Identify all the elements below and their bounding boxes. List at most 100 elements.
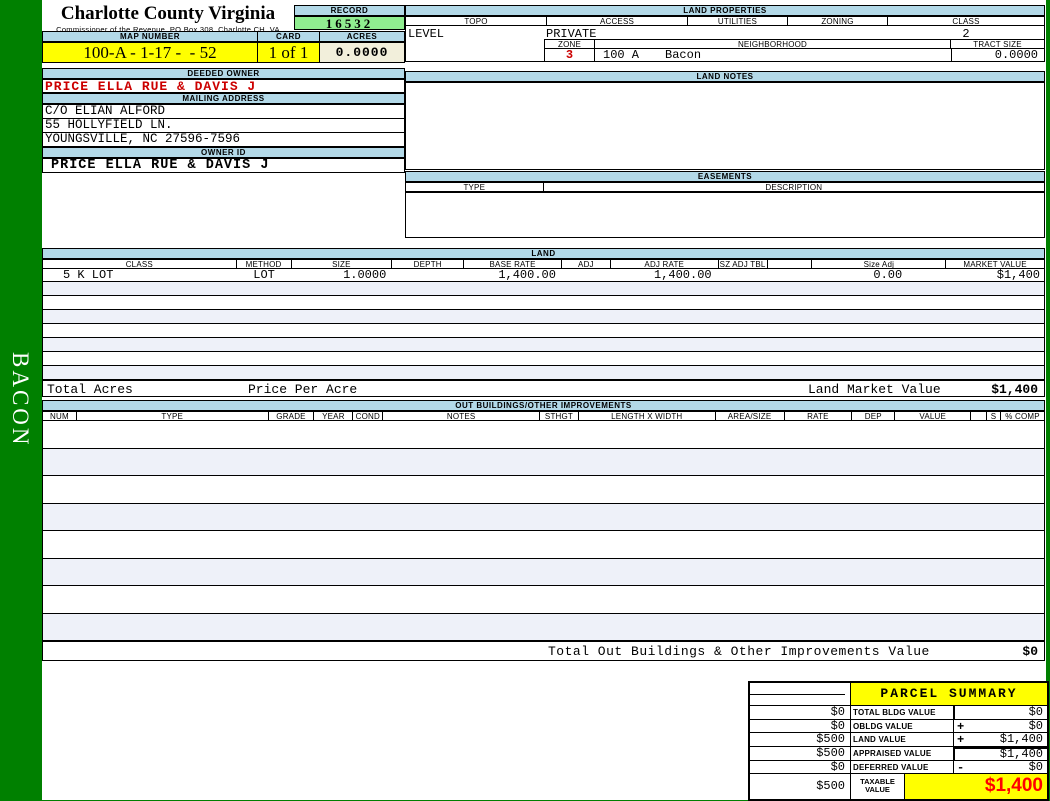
tract-size-label: TRACT SIZE <box>973 40 1022 48</box>
easement-description-label: DESCRIPTION <box>765 183 823 191</box>
ob-col-grade: GRADE <box>269 412 315 420</box>
ps-row-obldg: $0 OBLDG VALUE + $0 <box>750 719 1047 734</box>
district-name-vertical: BACON <box>8 352 33 448</box>
ps-row-deferred: $0 DEFERRED VALUE - $0 <box>750 760 1047 775</box>
ob-col-cond: COND <box>353 412 384 420</box>
acres-value: 0.0000 <box>319 42 405 63</box>
empty-row <box>43 324 1044 338</box>
zone-headers: ZONE NEIGHBORHOOD TRACT SIZE <box>544 39 1045 49</box>
land-col-method: METHOD <box>237 260 292 268</box>
mailing-address-label: MAILING ADDRESS <box>42 93 405 104</box>
empty-row <box>43 586 1044 614</box>
ps-row-taxable: $500 TAXABLE VALUE $1,400 <box>750 774 1047 799</box>
land-row-adj-rate: 1,400.00 <box>654 268 712 282</box>
land-row-blank <box>768 269 813 281</box>
record-value: 16532 <box>294 16 405 30</box>
total-acres-label: Total Acres <box>47 382 133 397</box>
land-row-size: 1.0000 <box>343 268 387 282</box>
ps-left-value: $500 <box>816 779 845 793</box>
land-row-adj <box>562 269 611 281</box>
land-col-market-value: MARKET VALUE <box>963 260 1027 268</box>
land-notes-box <box>405 82 1045 170</box>
access-value: PRIVATE <box>546 27 597 41</box>
map-number-value: 100-A - 1-17 - - 52 <box>42 42 258 63</box>
ps-label: TOTAL BLDG VALUE <box>850 706 953 719</box>
mailing-address-box: C/O ELIAN ALFORD 55 HOLLYFIELD LN. YOUNG… <box>42 104 405 147</box>
easements-box <box>405 192 1045 238</box>
ps-operator: - <box>957 761 965 775</box>
ps-left-value: $0 <box>830 719 845 733</box>
land-col-size-adj: Size Adj <box>812 260 947 268</box>
land-properties-title: LAND PROPERTIES <box>405 5 1045 16</box>
ps-row-appraised: $500 APPRAISED VALUE $1,400 <box>750 747 1047 761</box>
zone-label: ZONE <box>545 40 595 48</box>
card-value: 1 of 1 <box>257 42 320 63</box>
county-header: Charlotte County Virginia Commissioner o… <box>42 3 294 34</box>
district-sidebar: BACON <box>0 0 42 800</box>
land-empty-rows <box>42 282 1045 380</box>
topo-value: LEVEL <box>408 27 445 41</box>
empty-row <box>43 613 1044 641</box>
map-number-label: MAP NUMBER <box>42 31 258 42</box>
empty-row <box>43 531 1044 559</box>
out-buildings-total-label: Total Out Buildings & Other Improvements… <box>548 644 930 659</box>
ob-col-area-size: AREA/SIZE <box>716 412 785 420</box>
address-line: 55 HOLLYFIELD LN. <box>43 119 404 133</box>
ps-label: DEFERRED VALUE <box>850 761 953 773</box>
empty-row <box>43 366 1044 380</box>
zone-values: 3 100 A Bacon 0.0000 <box>544 49 1045 62</box>
empty-row <box>43 310 1044 324</box>
easements-title: EASEMENTS <box>405 171 1045 182</box>
class-header: CLASS <box>952 17 980 25</box>
zoning-header: ZONING <box>788 17 888 25</box>
land-row-size-adj: 0.00 <box>873 268 903 282</box>
ps-operator: + <box>957 733 965 747</box>
out-buildings-total-row: Total Out Buildings & Other Improvements… <box>42 641 1045 661</box>
out-buildings-title: OUT BUILDINGS/OTHER IMPROVEMENTS <box>42 400 1045 411</box>
ob-col-s: S <box>987 412 1002 420</box>
land-col-sz-adj-tbl: SZ ADJ TBL <box>719 260 768 268</box>
owner-id-value: PRICE ELLA RUE & DAVIS J <box>42 158 405 173</box>
ob-col-type: TYPE <box>77 412 269 420</box>
parcel-summary: PARCEL SUMMARY $0 TOTAL BLDG VALUE $0 $0… <box>748 681 1049 801</box>
easements-headers: TYPE DESCRIPTION <box>405 182 1045 192</box>
ps-label: OBLDG VALUE <box>850 720 953 732</box>
land-row-method: LOT <box>253 268 275 282</box>
land-title: LAND <box>42 248 1045 259</box>
zone-value: 3 <box>545 49 595 61</box>
land-row-depth <box>392 269 464 281</box>
out-buildings-total-value: $0 <box>1022 644 1038 659</box>
ob-col-pct-comp: % COMP <box>1005 412 1040 420</box>
ps-value: $0 <box>1028 719 1043 733</box>
ps-row-total-bldg: $0 TOTAL BLDG VALUE $0 <box>750 706 1047 720</box>
ps-left-value: $500 <box>816 732 845 746</box>
owner-id-label: OWNER ID <box>42 147 405 158</box>
easement-type-label: TYPE <box>406 183 544 191</box>
ps-operator: + <box>957 720 965 734</box>
land-col-blank <box>768 260 813 268</box>
ps-row-land: $500 LAND VALUE + $1,400 <box>750 733 1047 747</box>
land-row-base-rate: 1,400.00 <box>498 268 556 282</box>
out-buildings-columns: NUM TYPE GRADE YEAR COND NOTES STHGT LEN… <box>42 411 1045 421</box>
taxable-value-label: TAXABLE VALUE <box>850 774 904 799</box>
ps-value: $1,400 <box>999 747 1043 761</box>
ps-left-value: $500 <box>816 746 845 760</box>
address-line: YOUNGSVILLE, NC 27596-7596 <box>45 132 241 146</box>
land-col-base-rate: BASE RATE <box>464 260 562 268</box>
deeded-owner-label: DEEDED OWNER <box>42 68 405 79</box>
deeded-owner-value: PRICE ELLA RUE & DAVIS J <box>42 79 405 93</box>
land-properties-values: LEVEL PRIVATE 2 ZONE NEIGHBORHOOD TRACT … <box>405 26 1045 62</box>
ps-left-value: $0 <box>830 760 845 774</box>
land-col-adj: ADJ <box>562 260 611 268</box>
empty-row <box>43 338 1044 352</box>
ob-col-year: YEAR <box>314 412 354 420</box>
address-line: C/O ELIAN ALFORD <box>43 105 404 119</box>
ps-value: $0 <box>1028 705 1043 719</box>
ps-value: $0 <box>1028 760 1043 774</box>
ps-left-value: $0 <box>830 705 845 719</box>
topo-header: TOPO <box>406 17 547 25</box>
card-label: CARD <box>257 31 320 42</box>
acres-label: ACRES <box>319 31 405 42</box>
land-row-sz-adj-tbl <box>719 269 768 281</box>
